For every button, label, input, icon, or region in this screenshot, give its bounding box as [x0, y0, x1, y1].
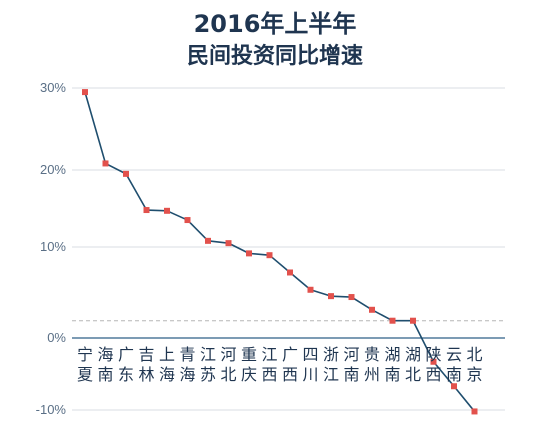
chart-subtitle: 民间投资同比增速	[186, 44, 363, 69]
category-label-char: 湖	[384, 345, 400, 364]
category-label-char: 广	[118, 345, 134, 364]
category-label-char: 海	[97, 345, 113, 364]
y-axis-ticks: 30% 20% 10% 0% -10%	[36, 80, 67, 417]
category-label-char: 西	[282, 365, 298, 384]
category-label-char: 海	[159, 365, 175, 384]
category-label-char: 重	[241, 345, 257, 364]
category-label-char: 湖	[405, 345, 421, 364]
category-label-char: 南	[343, 365, 359, 384]
data-point-11	[307, 286, 314, 293]
series-markers	[82, 89, 478, 415]
chart-title: 2016年上半年	[193, 10, 357, 38]
category-label-char: 江	[323, 365, 339, 384]
category-label-char: 青	[179, 345, 195, 364]
data-point-0	[82, 89, 88, 96]
category-label-char: 北	[466, 345, 482, 364]
category-label-char: 北	[220, 365, 236, 384]
category-label-char: 江	[261, 345, 277, 364]
category-label-char: 西	[261, 365, 277, 384]
data-point-19	[471, 408, 478, 415]
data-point-1	[102, 160, 109, 167]
data-point-13	[348, 294, 355, 301]
series-line	[84, 91, 476, 412]
category-label-char: 东	[118, 365, 134, 384]
category-label-char: 北	[405, 365, 421, 384]
data-point-4	[164, 207, 170, 214]
category-label-char: 四	[302, 345, 318, 364]
category-label-char: 林	[138, 365, 154, 384]
category-label-char: 上	[159, 345, 175, 364]
y-tick-label: -10%	[36, 402, 67, 417]
data-point-9	[266, 252, 273, 259]
data-point-17	[430, 358, 437, 365]
data-point-14	[369, 306, 375, 313]
data-point-7	[225, 240, 232, 247]
y-tick-label: 0%	[47, 330, 66, 345]
y-tick-label: 20%	[40, 162, 66, 177]
category-label-char: 海	[179, 365, 195, 384]
category-label-char: 夏	[77, 365, 93, 384]
category-label-char: 南	[384, 365, 400, 384]
data-point-10	[287, 269, 293, 276]
category-label-char: 陕	[425, 345, 441, 364]
data-point-2	[123, 170, 129, 177]
category-label-char: 州	[364, 365, 380, 384]
category-label-char: 广	[282, 345, 298, 364]
series-line-layer	[84, 91, 476, 412]
data-point-8	[246, 250, 252, 257]
category-label-char: 江	[200, 345, 216, 364]
category-label-char: 京	[466, 365, 482, 384]
category-label-char: 浙	[323, 345, 339, 364]
data-point-5	[184, 217, 191, 224]
category-label-char: 河	[343, 345, 359, 364]
category-label-char: 庆	[241, 365, 257, 384]
data-point-3	[143, 207, 150, 214]
category-label-char: 吉	[138, 345, 154, 364]
category-label-char: 川	[302, 365, 318, 384]
category-label-char: 宁	[77, 345, 93, 364]
data-point-18	[451, 383, 457, 390]
data-point-15	[389, 317, 396, 324]
category-label-char: 河	[220, 345, 236, 364]
data-point-12	[328, 293, 334, 300]
category-label-char: 云	[446, 345, 462, 364]
category-label-char: 西	[425, 365, 441, 384]
category-label-char: 贵	[364, 345, 380, 364]
y-tick-label: 30%	[40, 80, 66, 95]
category-label-char: 南	[97, 365, 113, 384]
category-label-char: 南	[446, 365, 462, 384]
data-point-16	[410, 317, 416, 324]
category-label-char: 苏	[200, 365, 216, 384]
y-tick-label: 10%	[40, 239, 66, 254]
data-point-6	[205, 237, 211, 244]
gridlines	[72, 87, 505, 411]
